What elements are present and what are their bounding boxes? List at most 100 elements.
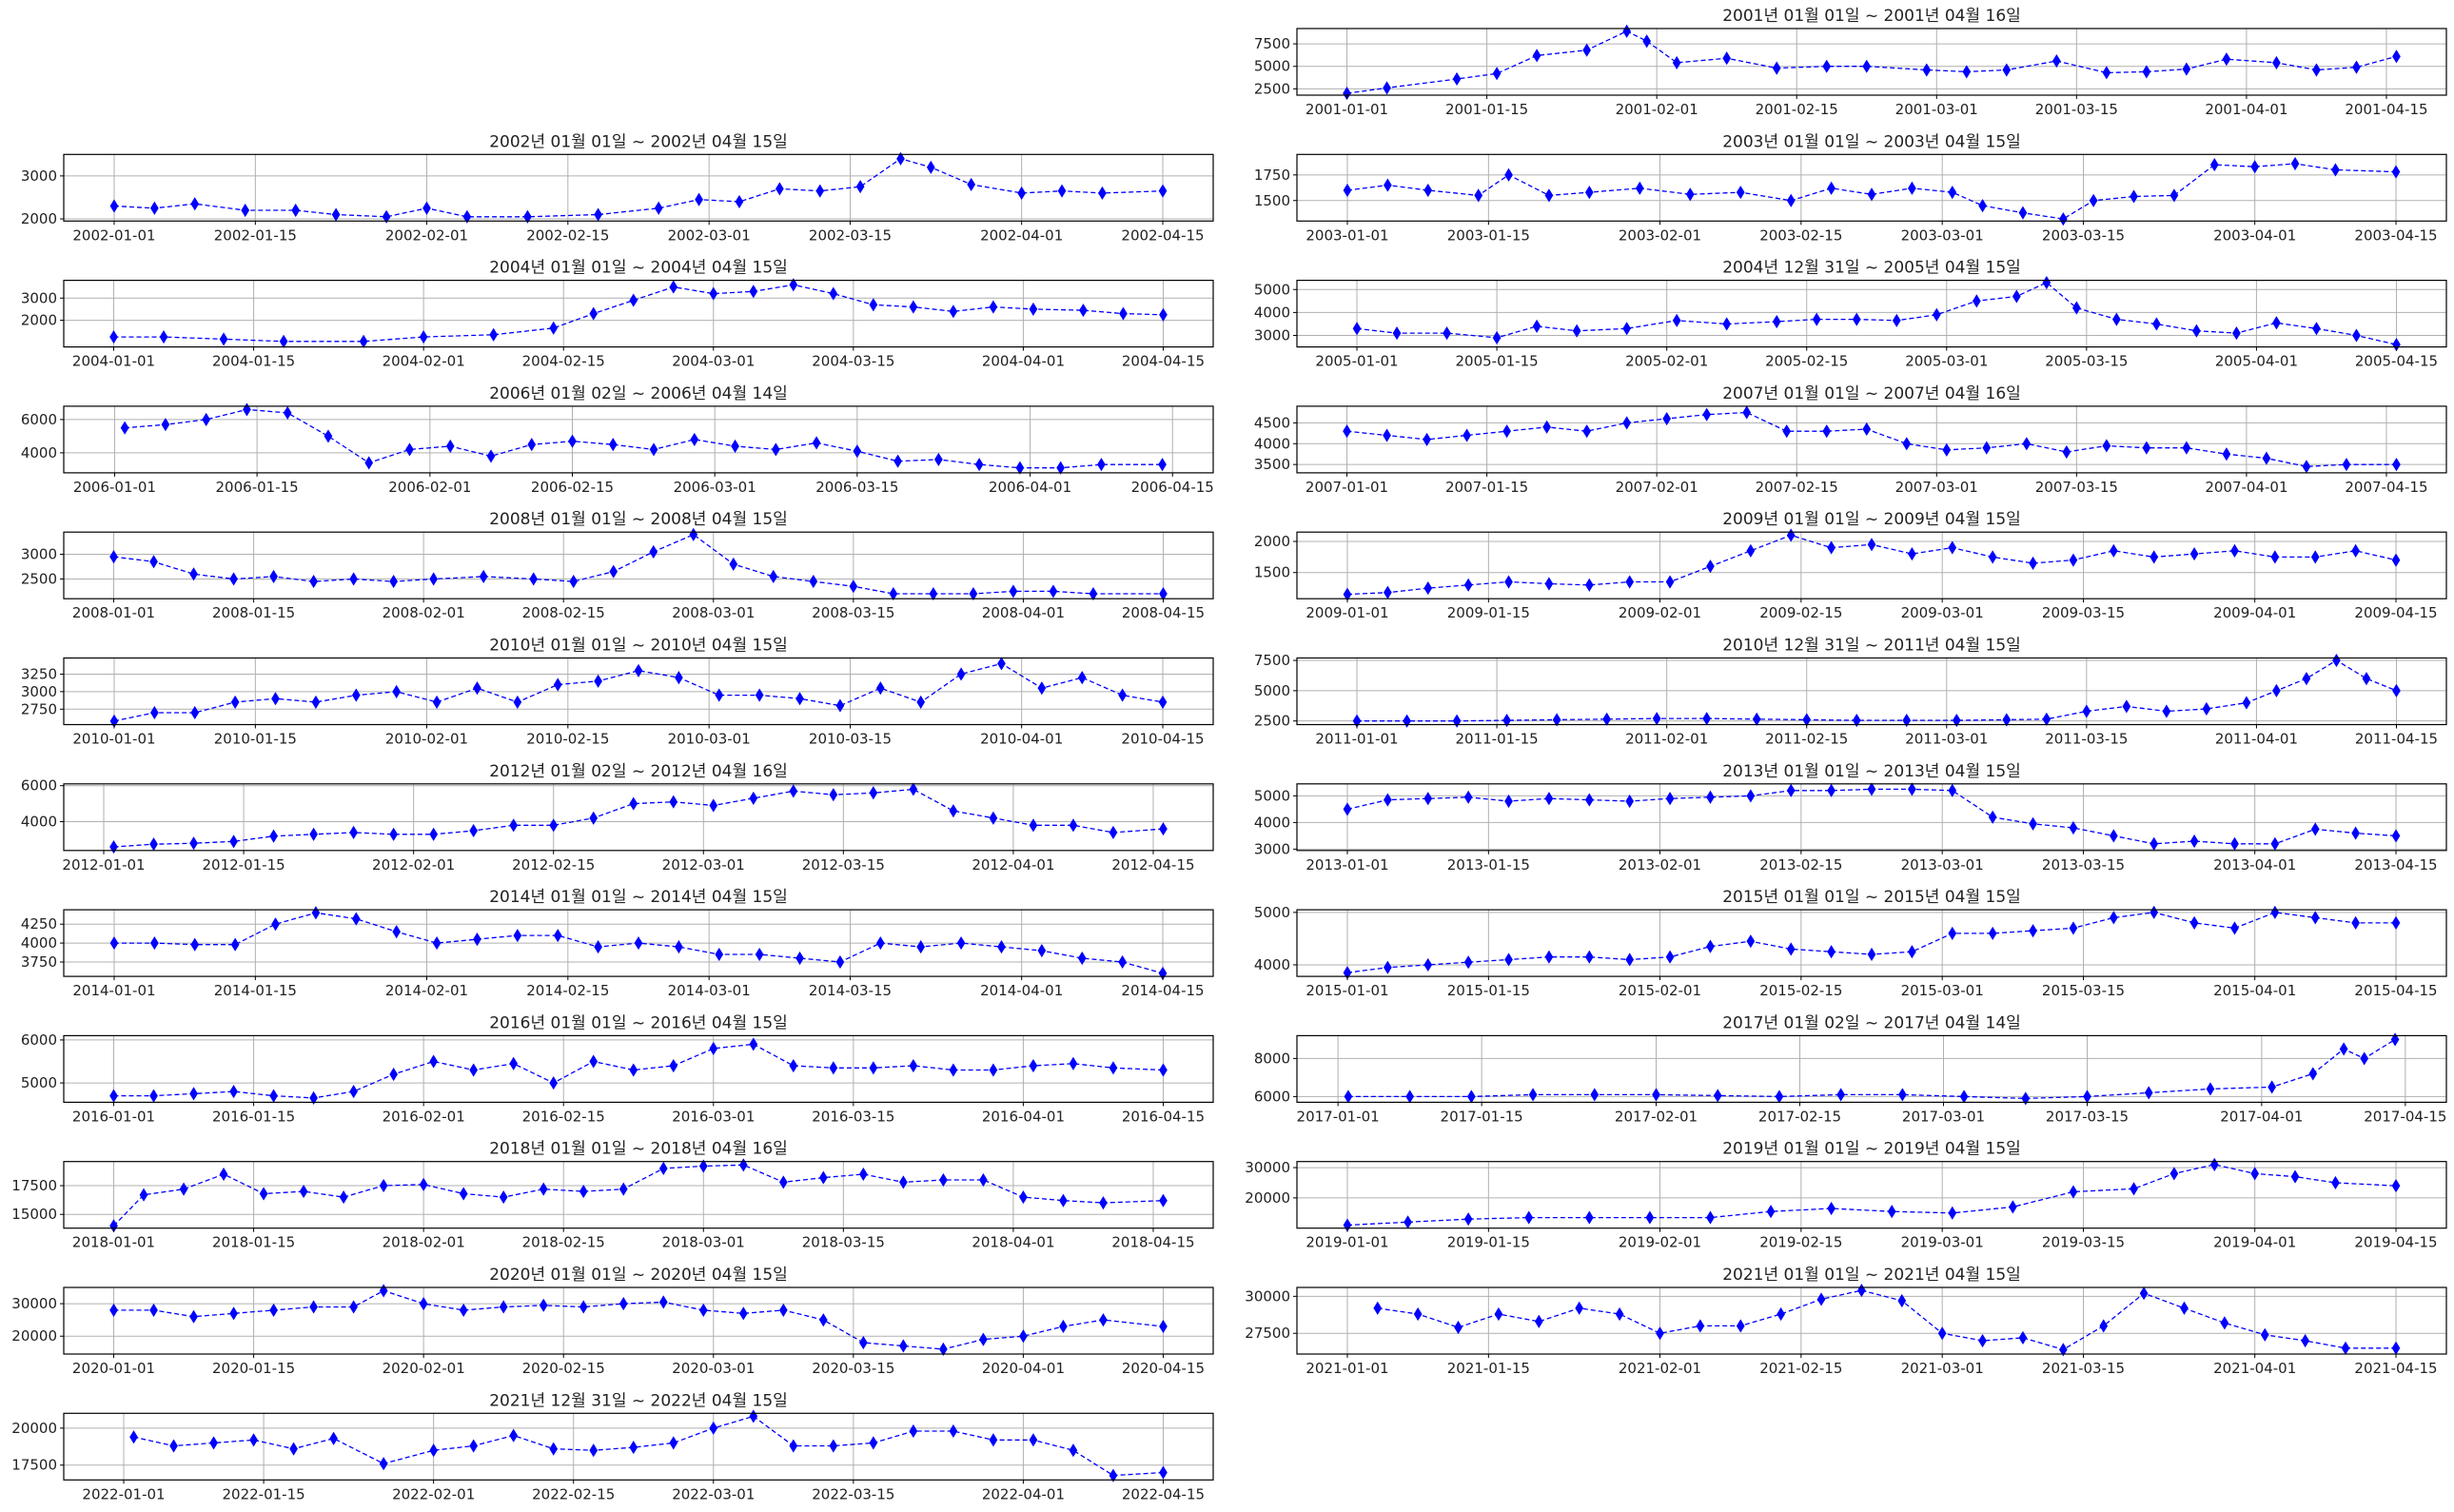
- data-point: [1827, 540, 1836, 555]
- data-point: [364, 456, 374, 470]
- data-point: [929, 586, 938, 601]
- data-point: [1413, 1306, 1423, 1322]
- y-tick-label: 2500: [1254, 80, 1290, 97]
- x-tick-label: 2006-01-01: [73, 479, 156, 496]
- x-tick-label: 2009-01-15: [1447, 604, 1530, 621]
- data-point: [889, 586, 898, 601]
- x-tick-label: 2008-04-15: [1122, 604, 1205, 621]
- data-point: [1098, 186, 1107, 201]
- data-point: [2342, 458, 2351, 472]
- data-point: [2391, 915, 2401, 930]
- x-tick-label: 2012-02-01: [372, 856, 455, 874]
- chart-panel: 2019-01-01 2019-01-15 2019-02-01 2019-02-15…: [1245, 1140, 2447, 1251]
- data-point: [2102, 66, 2111, 80]
- data-point: [2352, 328, 2361, 343]
- data-point: [1343, 183, 1352, 198]
- data-point: [690, 432, 699, 446]
- data-point: [2312, 322, 2321, 336]
- series-line: [113, 1289, 1164, 1350]
- data-point: [1786, 528, 1796, 542]
- data-point: [1059, 1193, 1068, 1208]
- x-tick-label: 2011-03-15: [2045, 731, 2128, 748]
- data-point: [459, 1187, 468, 1201]
- data-point: [1524, 1210, 1534, 1225]
- data-point: [1159, 1193, 1168, 1208]
- data-point: [1902, 713, 1912, 728]
- x-tick-label: 2012-01-15: [202, 856, 285, 874]
- data-point: [1812, 312, 1821, 326]
- data-point: [2142, 441, 2151, 455]
- x-tick-label: 2002-02-01: [385, 226, 468, 244]
- data-point: [509, 1428, 519, 1443]
- data-point: [2142, 65, 2151, 79]
- chart-panel: 2002-01-01 2002-01-15 2002-02-01 2002-02-15…: [21, 132, 1214, 244]
- data-point: [755, 947, 764, 962]
- x-tick-label: 2019-03-15: [2042, 1234, 2125, 1251]
- y-tick-label: 4000: [1254, 956, 1290, 973]
- data-point: [649, 442, 658, 457]
- data-point: [1099, 1313, 1108, 1327]
- data-point: [109, 1219, 118, 1233]
- x-tick-label: 2001-02-15: [1756, 101, 1838, 118]
- data-point: [150, 705, 159, 720]
- data-point: [1772, 61, 1781, 75]
- data-point: [2150, 905, 2159, 919]
- data-point: [2112, 312, 2121, 326]
- data-point: [1696, 1319, 1705, 1333]
- x-tick-label: 2008-03-01: [672, 604, 755, 621]
- data-point: [669, 280, 678, 294]
- data-point: [771, 442, 780, 457]
- x-tick-label: 2020-04-01: [982, 1360, 1065, 1377]
- data-point: [1584, 186, 1594, 200]
- data-point: [1786, 783, 1796, 797]
- x-tick-label: 2006-02-01: [388, 479, 471, 496]
- data-point: [283, 405, 292, 420]
- data-point: [459, 1303, 468, 1317]
- data-point: [1492, 330, 1502, 345]
- data-point: [1722, 51, 1732, 66]
- x-tick-label: 2013-01-15: [1447, 856, 1530, 874]
- y-tick-label: 20000: [11, 1327, 57, 1345]
- x-tick-label: 2014-02-01: [385, 982, 468, 999]
- data-point: [979, 1332, 988, 1346]
- data-point: [1932, 307, 1941, 322]
- x-tick-label: 2017-03-15: [2046, 1108, 2129, 1125]
- data-point: [189, 836, 198, 851]
- data-point: [1584, 793, 1594, 807]
- data-point: [629, 1063, 638, 1077]
- x-tick-label: 2007-01-15: [1445, 479, 1528, 496]
- data-point: [956, 667, 966, 681]
- chart-panel: 2008-01-01 2008-01-15 2008-02-01 2008-02-15…: [21, 510, 1214, 621]
- data-point: [1862, 59, 1872, 73]
- x-tick-label: 2015-03-01: [1901, 982, 1984, 999]
- x-tick-label: 2005-03-01: [1905, 353, 1988, 370]
- y-tick-label: 3000: [21, 289, 57, 306]
- x-tick-label: 2011-04-01: [2215, 731, 2298, 748]
- x-tick-label: 2021-01-01: [1306, 1360, 1388, 1377]
- x-tick-label: 2005-01-15: [1455, 353, 1538, 370]
- data-point: [1867, 947, 1876, 962]
- data-point: [649, 544, 658, 560]
- data-point: [549, 1442, 559, 1456]
- x-tick-label: 2018-03-01: [662, 1234, 745, 1251]
- data-point: [789, 784, 798, 798]
- chart-panel: 2017-01-01 2017-01-15 2017-02-01 2017-02-15…: [1254, 1013, 2447, 1125]
- data-point: [1775, 1090, 1784, 1104]
- data-point: [1423, 432, 1431, 446]
- y-tick-label: 4000: [21, 814, 57, 831]
- chart-title: 2004년 12월 31일 ~ 2005년 04월 15일: [1722, 259, 2021, 278]
- data-point: [1867, 187, 1876, 202]
- data-point: [2391, 1341, 2401, 1355]
- data-point: [934, 452, 943, 466]
- data-point: [1029, 1433, 1038, 1447]
- data-point: [1544, 950, 1554, 964]
- data-point: [2302, 460, 2311, 474]
- data-point: [109, 550, 118, 564]
- data-point: [1816, 1292, 1826, 1306]
- data-point: [2232, 326, 2241, 341]
- data-point: [1502, 424, 1511, 439]
- x-tick-label: 2022-04-15: [1122, 1485, 1205, 1502]
- data-point: [1827, 783, 1836, 797]
- data-point: [869, 1436, 878, 1450]
- data-point: [1662, 411, 1672, 426]
